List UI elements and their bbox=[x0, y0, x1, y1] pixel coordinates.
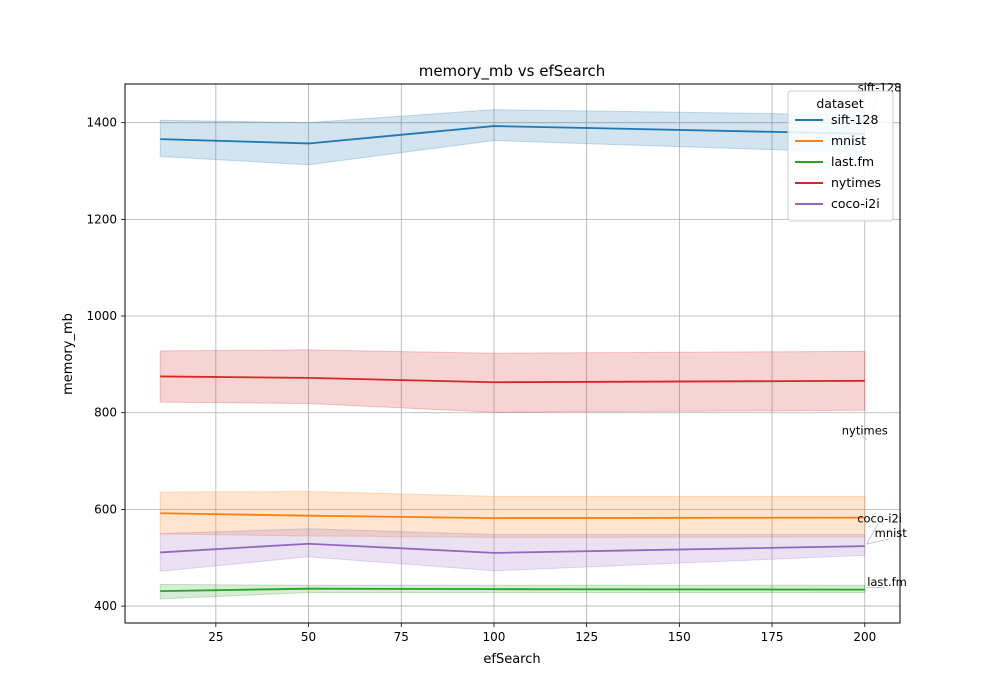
band-nytimes bbox=[159, 349, 866, 413]
x-axis-label: efSearch bbox=[483, 652, 540, 667]
x-axis-ticks: 25 50 75 100 125 150 175 200 bbox=[208, 623, 876, 644]
y-tick-label: 400 bbox=[94, 599, 117, 613]
band-last.fm bbox=[159, 583, 866, 600]
annotation-leader bbox=[866, 524, 878, 545]
line-sift-128 bbox=[160, 125, 865, 145]
x-tick-label: 150 bbox=[668, 630, 691, 644]
legend-title: dataset bbox=[816, 96, 863, 111]
line-nytimes bbox=[160, 375, 865, 384]
legend-item-last.fm: last.fm bbox=[831, 154, 874, 169]
plot-frame bbox=[124, 83, 901, 624]
legend: dataset sift-128 mnist last.fm nytimes coco-… bbox=[787, 90, 894, 222]
x-tick-label: 175 bbox=[761, 630, 784, 644]
x-tick-label: 200 bbox=[853, 630, 876, 644]
annotation-leader bbox=[862, 436, 868, 441]
legend-item-mnist: mnist bbox=[831, 133, 866, 148]
line-mnist bbox=[160, 512, 865, 520]
y-tick-label: 1000 bbox=[86, 309, 117, 323]
band-sift-128 bbox=[159, 109, 866, 166]
annotation-coco-i2i: coco-i2i bbox=[857, 511, 902, 525]
annotation-last.fm: last.fm bbox=[867, 575, 907, 589]
line-last.fm bbox=[160, 587, 865, 592]
legend-item-coco-i2i: coco-i2i bbox=[831, 196, 880, 211]
x-tick-label: 50 bbox=[301, 630, 316, 644]
band-mnist bbox=[159, 491, 866, 538]
grid-lines bbox=[125, 84, 900, 623]
annotation-nytimes: nytimes bbox=[842, 423, 888, 437]
band-coco-i2i bbox=[159, 528, 866, 572]
y-tick-label: 1400 bbox=[86, 116, 117, 130]
x-tick-label: 75 bbox=[394, 630, 409, 644]
line-coco-i2i bbox=[160, 542, 865, 554]
y-tick-label: 800 bbox=[94, 406, 117, 420]
legend-item-nytimes: nytimes bbox=[831, 175, 881, 190]
y-tick-label: 600 bbox=[94, 502, 117, 516]
y-axis-label: memory_mb bbox=[61, 313, 76, 395]
annotation-leader bbox=[866, 538, 889, 545]
chart-title: memory_mb vs efSearch bbox=[419, 62, 606, 81]
legend-item-sift-128: sift-128 bbox=[831, 112, 878, 127]
x-tick-label: 25 bbox=[208, 630, 223, 644]
confidence-bands bbox=[159, 109, 866, 600]
y-axis-ticks: 400 600 800 1000 1200 1400 bbox=[86, 116, 125, 613]
annotation-mnist: mnist bbox=[875, 526, 908, 540]
x-tick-label: 125 bbox=[575, 630, 598, 644]
x-tick-label: 100 bbox=[483, 630, 506, 644]
legend-box bbox=[787, 90, 894, 222]
y-tick-label: 1200 bbox=[86, 212, 117, 226]
series-lines bbox=[160, 125, 865, 592]
